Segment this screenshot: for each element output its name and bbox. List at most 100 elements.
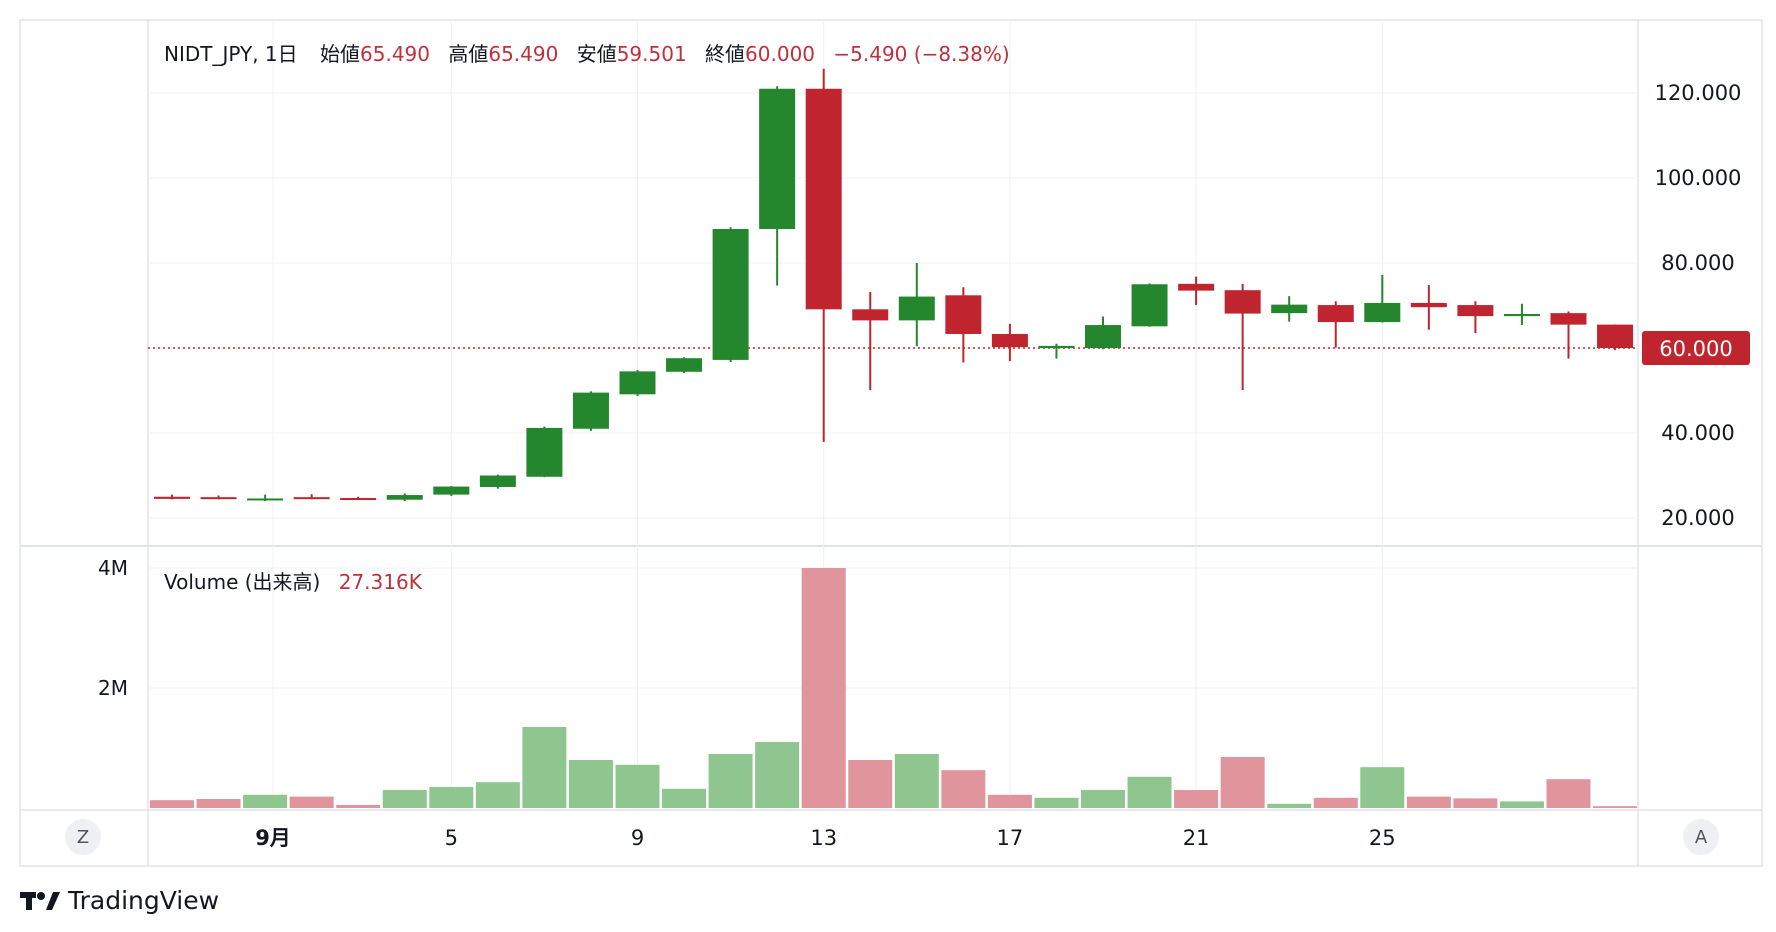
legend-low-value: 59.501 [616, 42, 687, 66]
time-scale-left-button[interactable]: Z [65, 819, 101, 855]
volume-bar [522, 727, 567, 808]
time-tick-label: 5 [445, 826, 458, 850]
candle-body [1038, 345, 1075, 348]
volume-bar [755, 742, 800, 808]
price-tick-label: 40.000 [1661, 421, 1734, 445]
volume-bar [1313, 797, 1358, 808]
volume-bars [150, 568, 1638, 808]
candle-body [1597, 324, 1634, 348]
price-tick-label: 120.000 [1655, 81, 1742, 105]
legend-high-label: 高値 [448, 42, 489, 66]
volume-bar [987, 794, 1032, 808]
candle-body [1085, 325, 1121, 348]
volume-bar [894, 754, 939, 808]
chart-frame [19, 19, 1763, 867]
volume-bar [1174, 790, 1219, 808]
volume-bar [1546, 779, 1591, 808]
volume-bar [243, 794, 288, 808]
candle-body [1224, 290, 1261, 314]
candle-body [1178, 283, 1215, 291]
candle-body [293, 497, 330, 500]
volume-bar [1034, 797, 1079, 808]
volume-bar [568, 760, 613, 808]
candle-body [1271, 304, 1308, 314]
axis-labels: 120.000 100.000 80.000 40.000 20.000 60.000 4M… [98, 81, 1750, 850]
time-tick-label: 9月 [255, 826, 291, 850]
candle-body [247, 498, 284, 501]
volume-tick-label: 2M [98, 676, 128, 700]
legend-open-label: 始値 [320, 42, 361, 66]
candle-body [572, 392, 609, 429]
volume-bar [336, 805, 381, 808]
candle-body [805, 88, 842, 310]
time-tick-label: 13 [810, 826, 837, 850]
grid-lines [148, 20, 1638, 810]
volume-bar [1220, 757, 1265, 808]
legend-close-label: 終値 [705, 42, 746, 66]
volume-bar [382, 790, 427, 808]
volume-bar [150, 800, 194, 808]
candle-body [1457, 305, 1494, 317]
candle-body [1364, 302, 1401, 323]
candle-body [154, 496, 190, 499]
outer-border [19, 19, 1763, 867]
volume-bar [1127, 776, 1172, 808]
legend-low-label: 安値 [576, 42, 617, 66]
candle-body [1550, 313, 1587, 325]
volume-bar [289, 796, 334, 808]
volume-bar [848, 760, 893, 808]
volume-bar [1360, 767, 1405, 808]
tradingview-logo[interactable]: TradingView [20, 886, 219, 915]
candle-body [1410, 302, 1447, 308]
volume-bar [801, 568, 846, 808]
volume-bar [662, 788, 707, 808]
time-tick-label: 25 [1369, 826, 1396, 850]
candle-body [712, 229, 749, 360]
legend-symbol: NIDT_JPY, 1日 [164, 42, 298, 66]
candle-body [433, 486, 470, 495]
legend-close-value: 60.000 [745, 42, 816, 66]
brand-name: TradingView [68, 886, 220, 915]
candle-body [386, 495, 423, 500]
volume-bar [615, 764, 660, 808]
volume-bar [708, 754, 753, 808]
candle-body [619, 371, 656, 395]
volume-bar [1499, 801, 1544, 808]
time-tick-label: 9 [631, 826, 644, 850]
legend-change: −5.490 (−8.38%) [833, 42, 1010, 66]
volume-legend-label: Volume (出来高) [164, 570, 321, 594]
candle-body [1131, 284, 1168, 327]
candles [148, 68, 1638, 501]
legend-high-value: 65.490 [488, 42, 559, 66]
volume-tick-label: 4M [98, 556, 128, 580]
volume-bar [1267, 803, 1312, 808]
candle-body [898, 296, 935, 321]
candle-body [200, 497, 237, 500]
candle-body [666, 358, 703, 372]
time-tick-label: 17 [997, 826, 1024, 850]
legend-open-value: 65.490 [360, 42, 430, 66]
candle-body [759, 88, 796, 229]
auto-scale-button[interactable]: A [1683, 819, 1719, 855]
candle-body [479, 475, 516, 487]
candle-body [1503, 314, 1540, 317]
volume-bar [1453, 798, 1498, 808]
volume-bar [1406, 796, 1451, 808]
volume-bar [1593, 806, 1638, 808]
price-tick-label: 100.000 [1655, 166, 1742, 190]
tradingview-logo-icon [20, 891, 60, 910]
candle-body [991, 333, 1028, 348]
volume-legend-value: 27.316K [338, 570, 422, 594]
volume-bar [1081, 790, 1125, 808]
price-tick-label: 80.000 [1661, 251, 1734, 275]
last-price-badge [1642, 331, 1750, 365]
price-legend: NIDT_JPY, 1日 始値65.490 高値65.490 安値59.501 … [164, 38, 1010, 67]
candle-body [1317, 305, 1354, 323]
last-price-label: 60.000 [1659, 337, 1732, 361]
time-tick-label: 21 [1183, 826, 1210, 850]
candle-body [852, 309, 889, 321]
candle-body [526, 427, 563, 477]
price-tick-label: 20.000 [1661, 506, 1734, 530]
volume-bar [429, 787, 474, 808]
